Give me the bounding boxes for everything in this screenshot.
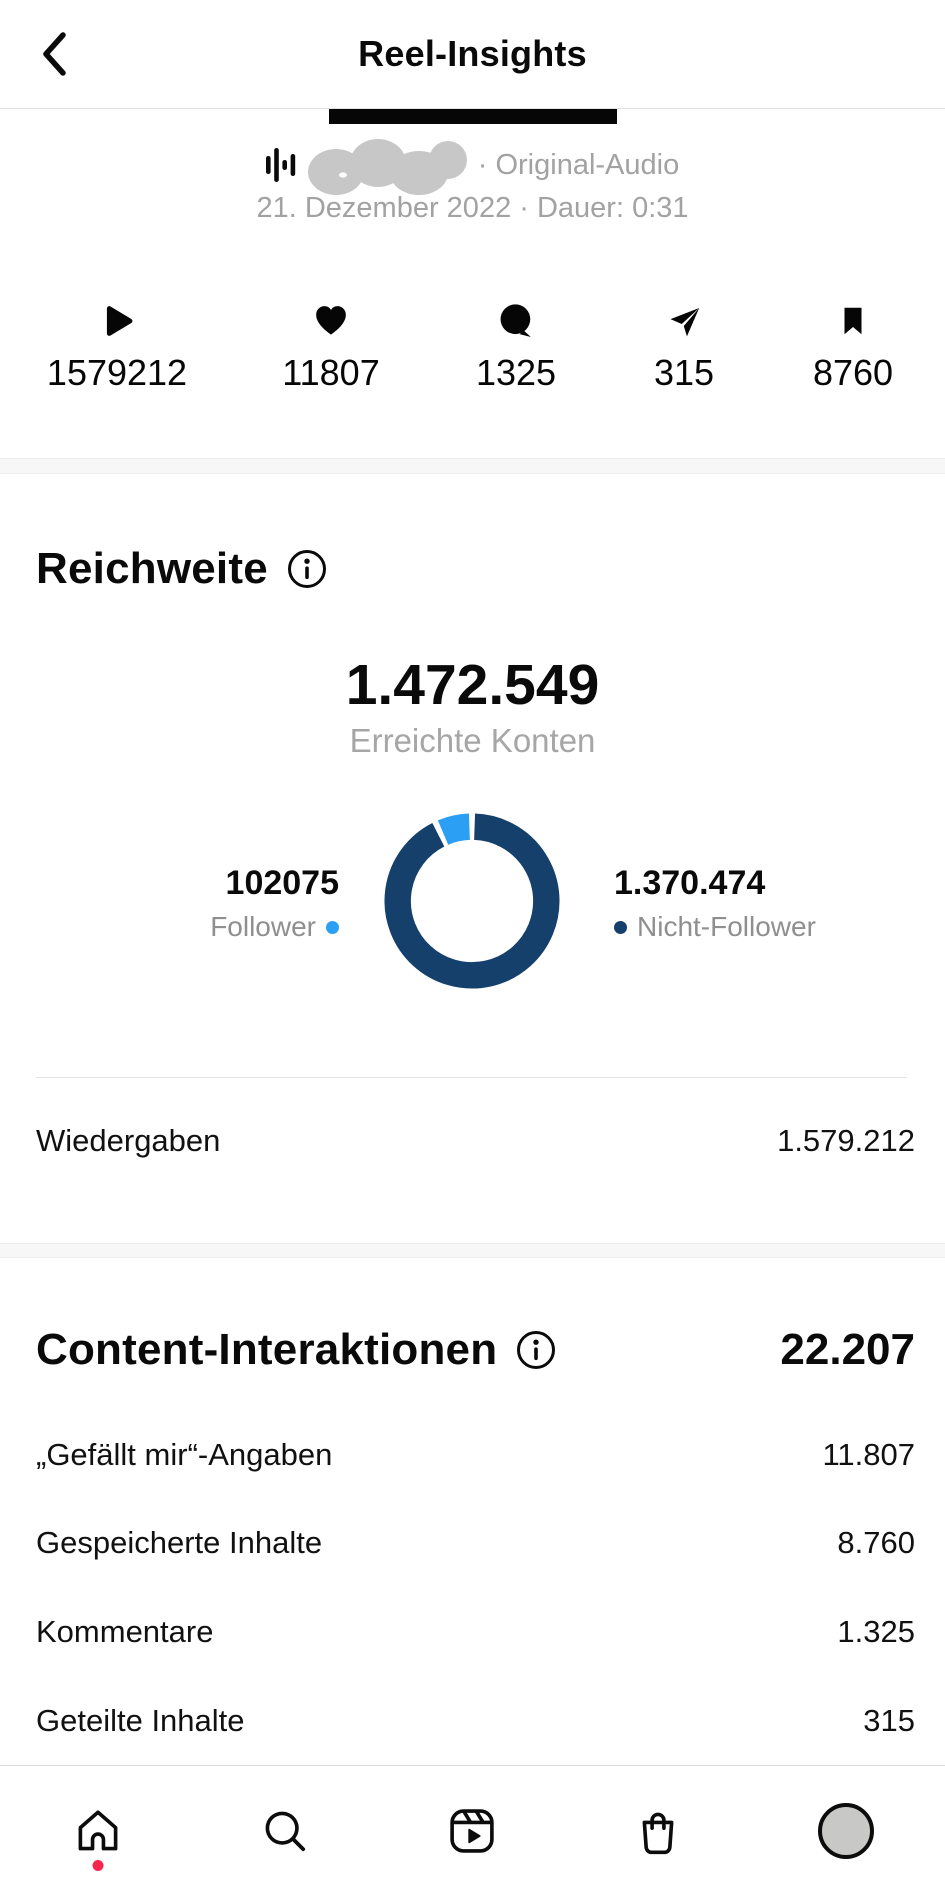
redacted-username-blob — [307, 139, 467, 195]
plays-row-value: 1.579.212 — [777, 1123, 915, 1158]
stat-likes-value: 11807 — [282, 352, 380, 393]
reach-section-header: Reichweite — [36, 544, 328, 594]
shares-row-value: 315 — [863, 1703, 915, 1738]
home-notification-dot — [92, 1860, 104, 1871]
plays-row-label: Wiedergaben — [36, 1123, 221, 1158]
saves-row-value: 8.760 — [837, 1525, 915, 1560]
post-date-duration: 21. Dezember 2022 · Dauer: 0:31 — [256, 192, 689, 224]
stat-plays: 1579212 — [7, 300, 227, 394]
likes-row-label: „Gefällt mir“-Angaben — [36, 1437, 333, 1472]
reached-accounts-total: 1.472.549 — [345, 653, 600, 717]
metric-row-shares: Geteilte Inhalte 315 — [36, 1698, 915, 1744]
follower-dot — [326, 920, 339, 934]
stat-plays-value: 1579212 — [46, 352, 188, 393]
reached-accounts-label: Erreichte Konten — [349, 722, 596, 759]
non-follower-legend: 1.370.474 Nicht-Follower — [614, 863, 816, 943]
nav-search[interactable] — [245, 1796, 325, 1866]
comments-row-label: Kommentare — [36, 1614, 214, 1649]
stat-saves: 8760 — [743, 300, 945, 394]
audio-attribution-row[interactable]: · Original-Audio — [0, 133, 945, 197]
divider — [36, 1077, 907, 1078]
reels-icon — [450, 1809, 494, 1853]
bookmark-icon — [743, 300, 945, 340]
follower-value: 102075 — [225, 864, 339, 902]
stat-saves-value: 8760 — [812, 352, 894, 393]
interactions-total: 22.207 — [780, 1325, 915, 1374]
reach-donut-chart — [384, 813, 560, 989]
follower-label: Follower — [210, 911, 316, 942]
shares-row-label: Geteilte Inhalte — [36, 1703, 245, 1738]
interactions-title: Content-Interaktionen — [36, 1325, 498, 1374]
stat-likes: 11807 — [221, 300, 441, 394]
profile-avatar — [818, 1803, 874, 1859]
info-icon — [517, 1331, 556, 1369]
follower-legend: 102075 Follower — [210, 863, 339, 943]
non-follower-dot — [614, 920, 627, 934]
original-audio-label: · Original-Audio — [477, 148, 680, 181]
saves-row-label: Gespeicherte Inhalte — [36, 1525, 323, 1560]
nav-reels[interactable] — [432, 1796, 512, 1866]
stat-comments-value: 1325 — [475, 352, 557, 393]
chevron-left-icon — [43, 32, 66, 76]
nav-shop[interactable] — [618, 1796, 698, 1866]
nav-profile[interactable] — [806, 1796, 886, 1866]
reach-donut — [384, 813, 560, 989]
play-icon — [7, 300, 227, 340]
comments-row-value: 1.325 — [837, 1614, 915, 1649]
interactions-info-button[interactable] — [515, 1329, 557, 1371]
search-icon — [265, 1811, 306, 1852]
non-follower-label: Nicht-Follower — [637, 911, 816, 942]
nav-home[interactable] — [58, 1796, 138, 1866]
section-separator — [0, 458, 945, 474]
metric-row-likes: „Gefällt mir“-Angaben 11.807 — [36, 1432, 915, 1478]
info-icon — [287, 550, 326, 588]
stat-comments: 1325 — [406, 300, 626, 394]
shop-bag-icon — [642, 1812, 674, 1855]
stat-shares-value: 315 — [653, 352, 715, 393]
reach-info-button[interactable] — [286, 548, 328, 590]
non-follower-value: 1.370.474 — [614, 864, 766, 902]
share-icon — [574, 300, 794, 340]
metric-row-plays: Wiedergaben 1.579.212 — [36, 1118, 915, 1164]
bottom-nav — [0, 1765, 945, 1887]
header: Reel-Insights — [0, 0, 945, 109]
section-separator — [0, 1243, 945, 1258]
stat-shares: 315 — [574, 300, 794, 394]
metric-row-saves: Gespeicherte Inhalte 8.760 — [36, 1520, 915, 1566]
comment-icon — [406, 300, 626, 340]
audio-waveform-icon — [265, 148, 295, 182]
heart-icon — [221, 300, 441, 340]
redacted-text-bar — [329, 109, 617, 124]
back-button[interactable] — [26, 26, 82, 82]
metric-row-comments: Kommentare 1.325 — [36, 1609, 915, 1655]
home-icon — [78, 1810, 118, 1851]
interactions-section-header: Content-Interaktionen 22.207 — [36, 1325, 915, 1375]
page-title: Reel-Insights — [358, 33, 587, 74]
reach-title: Reichweite — [36, 544, 268, 593]
likes-row-value: 11.807 — [822, 1437, 915, 1472]
